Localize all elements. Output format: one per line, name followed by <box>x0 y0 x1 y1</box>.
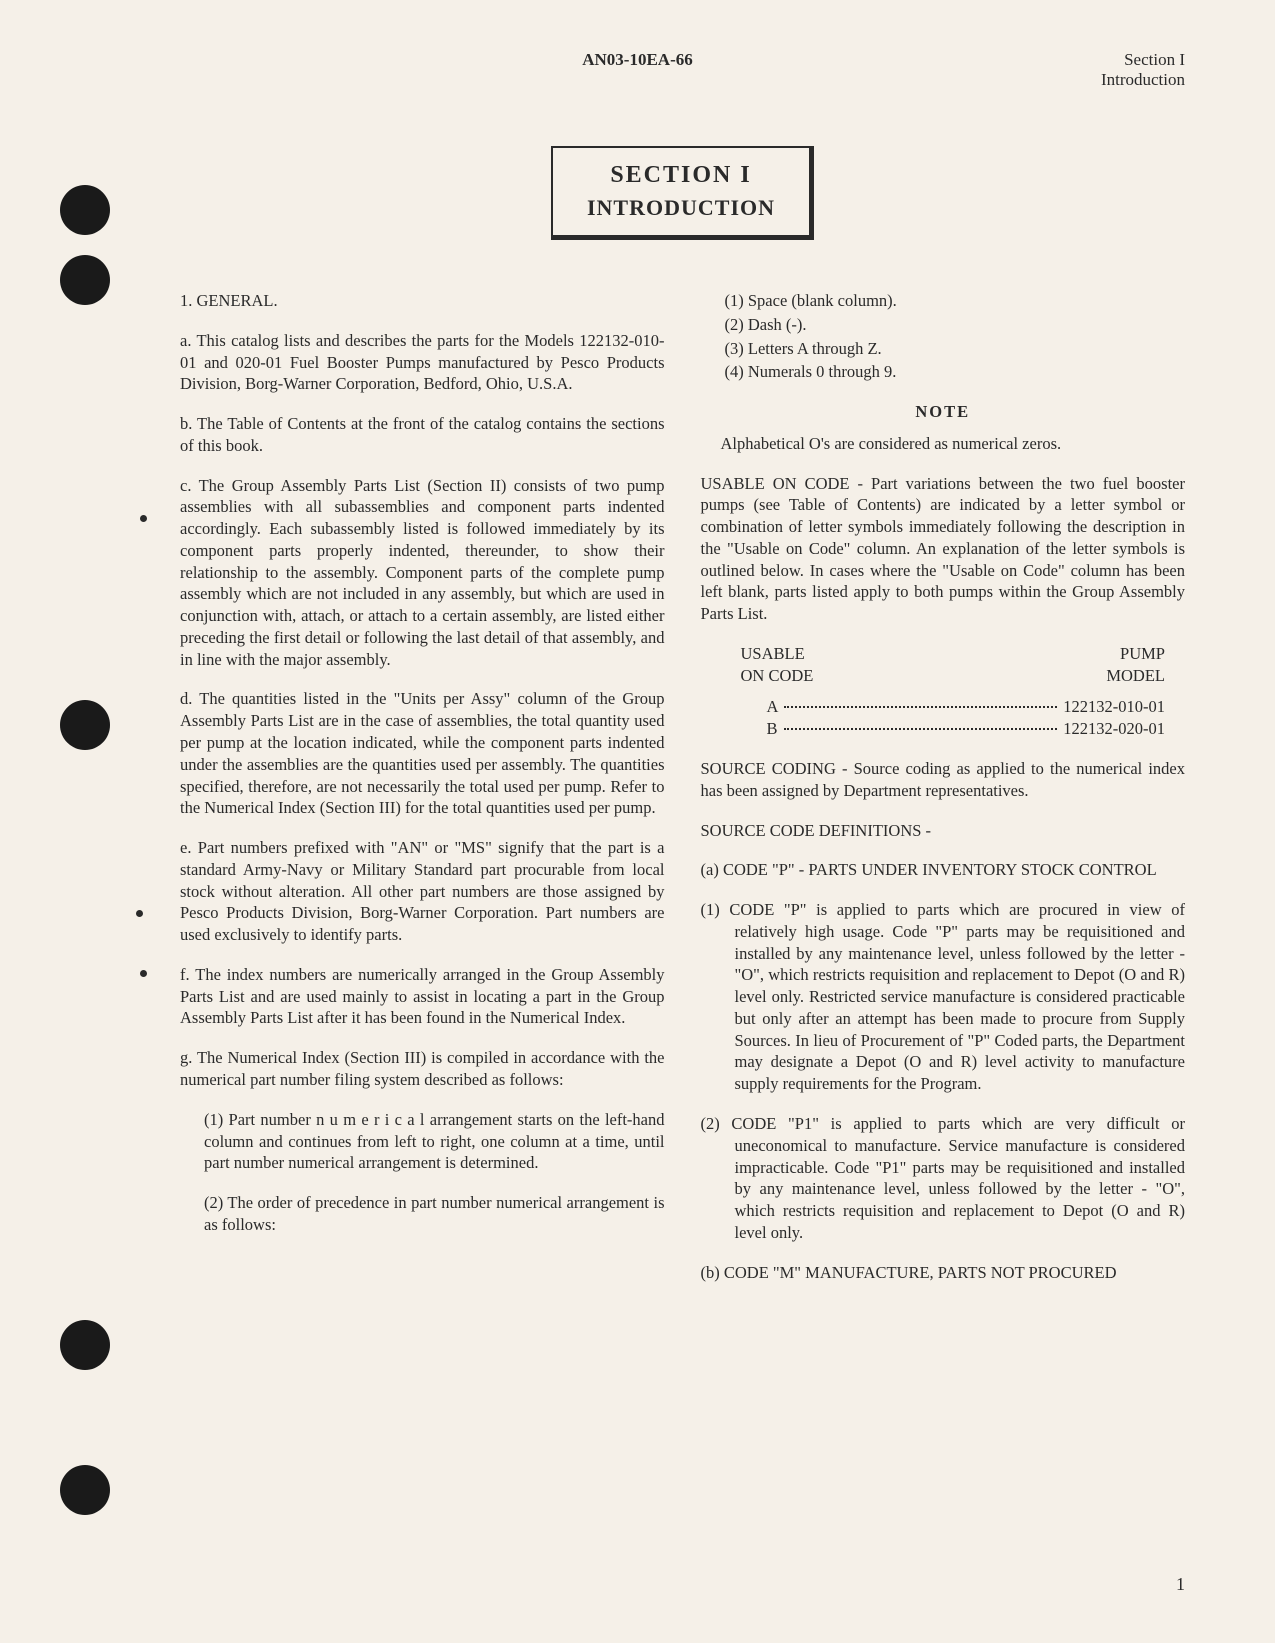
precedence-item: (3) Letters A through Z. <box>701 338 1186 360</box>
section-label: Section I <box>1124 50 1185 69</box>
precedence-item: (4) Numerals 0 through 9. <box>701 361 1186 383</box>
leader-dots <box>784 696 1057 708</box>
page-header: AN03-10EA-66 Section I Introduction <box>180 50 1185 90</box>
section-title-wrap: SECTION I INTRODUCTION <box>180 96 1185 290</box>
para-e: e. Part numbers prefixed with "AN" or "M… <box>180 837 665 946</box>
usable-code: A <box>767 696 779 718</box>
stray-mark <box>140 515 147 522</box>
def-a1: (1) CODE "P" is applied to parts which a… <box>701 899 1186 1095</box>
usable-row: B 122132-020-01 <box>741 718 1166 740</box>
section-title-box: SECTION I INTRODUCTION <box>551 146 814 240</box>
def-a: (a) CODE "P" - PARTS UNDER INVENTORY STO… <box>701 859 1186 881</box>
heading-general: 1. GENERAL. <box>180 290 665 312</box>
header-right: Section I Introduction <box>1101 50 1185 90</box>
punch-hole <box>60 1465 110 1515</box>
usable-header-left-1: USABLE <box>741 644 805 663</box>
punch-hole <box>60 185 110 235</box>
source-code-defs-title: SOURCE CODE DEFINITIONS - <box>701 820 1186 842</box>
left-column: 1. GENERAL. a. This catalog lists and de… <box>180 290 665 1301</box>
usable-model: 122132-010-01 <box>1063 696 1165 718</box>
precedence-item: (1) Space (blank column). <box>701 290 1186 312</box>
page-number: 1 <box>1176 1574 1185 1595</box>
usable-on-code-table: USABLE ON CODE PUMP MODEL A 122132-010-0… <box>741 643 1166 740</box>
usable-model: 122132-020-01 <box>1063 718 1165 740</box>
punch-hole <box>60 255 110 305</box>
note-body: Alphabetical O's are considered as numer… <box>701 433 1186 455</box>
section-title-line2: INTRODUCTION <box>587 195 775 221</box>
page: AN03-10EA-66 Section I Introduction SECT… <box>0 0 1275 1643</box>
doc-number: AN03-10EA-66 <box>582 50 693 70</box>
para-f: f. The index numbers are numerically arr… <box>180 964 665 1029</box>
usable-header-left-2: ON CODE <box>741 666 814 685</box>
body-columns: 1. GENERAL. a. This catalog lists and de… <box>180 290 1185 1301</box>
para-a: a. This catalog lists and describes the … <box>180 330 665 395</box>
usable-on-code-intro: USABLE ON CODE - Part variations between… <box>701 473 1186 625</box>
para-g2: (2) The order of precedence in part numb… <box>180 1192 665 1236</box>
stray-mark <box>140 970 147 977</box>
usable-header-right: PUMP MODEL <box>1106 643 1165 687</box>
usable-row: A 122132-010-01 <box>741 696 1166 718</box>
note-title: NOTE <box>701 401 1186 423</box>
precedence-list: (1) Space (blank column). (2) Dash (-). … <box>701 290 1186 383</box>
para-c: c. The Group Assembly Parts List (Sectio… <box>180 475 665 671</box>
leader-dots <box>784 718 1058 730</box>
section-name: Introduction <box>1101 70 1185 89</box>
usable-header-right-1: PUMP <box>1120 644 1165 663</box>
para-b: b. The Table of Contents at the front of… <box>180 413 665 457</box>
usable-header-right-2: MODEL <box>1106 666 1165 685</box>
para-g: g. The Numerical Index (Section III) is … <box>180 1047 665 1091</box>
usable-header-left: USABLE ON CODE <box>741 643 814 687</box>
stray-mark <box>136 910 143 917</box>
punch-hole <box>60 1320 110 1370</box>
source-coding-para: SOURCE CODING - Source coding as applied… <box>701 758 1186 802</box>
precedence-item: (2) Dash (-). <box>701 314 1186 336</box>
def-b: (b) CODE "M" MANUFACTURE, PARTS NOT PROC… <box>701 1262 1186 1284</box>
punch-hole <box>60 700 110 750</box>
usable-table-header: USABLE ON CODE PUMP MODEL <box>741 643 1166 687</box>
right-column: (1) Space (blank column). (2) Dash (-). … <box>701 290 1186 1301</box>
def-a2: (2) CODE "P1" is applied to parts which … <box>701 1113 1186 1244</box>
para-g1: (1) Part number n u m e r i c a l arrang… <box>180 1109 665 1174</box>
section-title-line1: SECTION I <box>587 162 775 189</box>
usable-code: B <box>767 718 778 740</box>
para-d: d. The quantities listed in the "Units p… <box>180 688 665 819</box>
